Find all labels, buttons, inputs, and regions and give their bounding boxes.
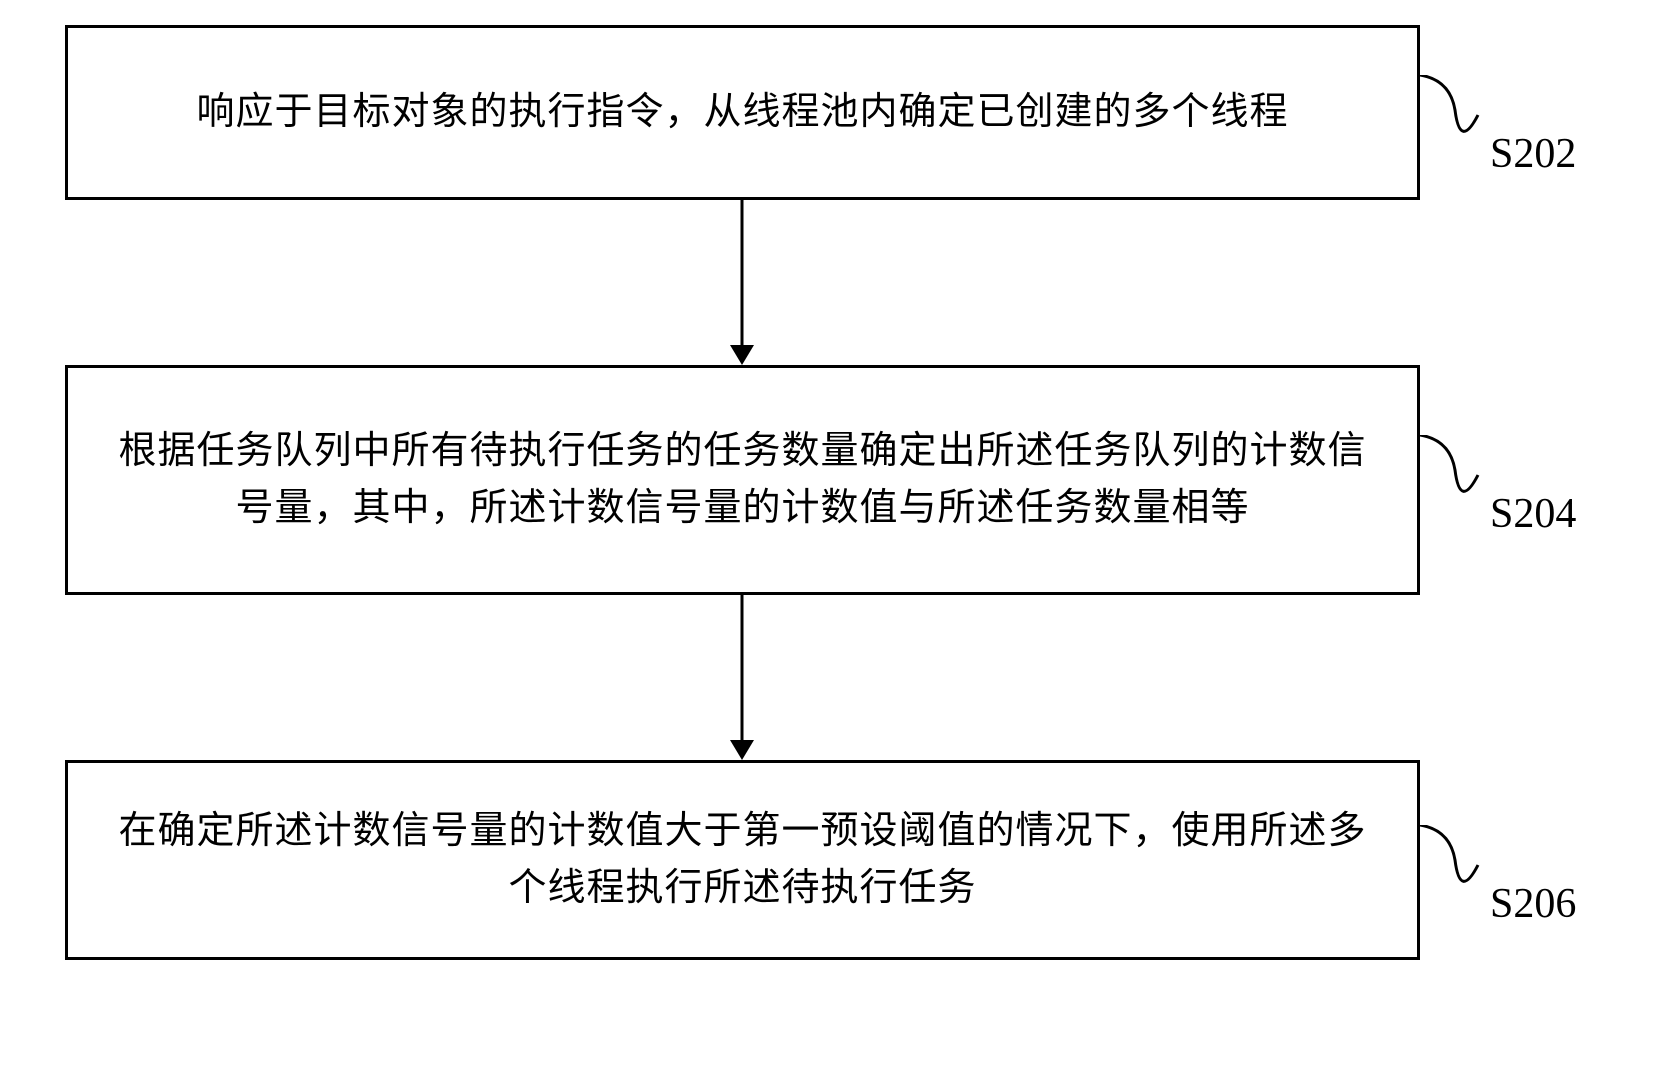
flowchart-container: 响应于目标对象的执行指令，从线程池内确定已创建的多个线程 S202 根据任务队列… <box>0 0 1675 1065</box>
arrow-1-head <box>730 345 754 365</box>
step-1-label: S202 <box>1490 130 1576 178</box>
step-3-text: 在确定所述计数信号量的计数值大于第一预设阈值的情况下，使用所述多个线程执行所述待… <box>108 803 1377 917</box>
step-2-label: S204 <box>1490 490 1576 538</box>
arrow-2-head <box>730 740 754 760</box>
step-2-connector <box>1420 435 1480 515</box>
arrow-2-line <box>741 595 744 740</box>
flowchart-step-2: 根据任务队列中所有待执行任务的任务数量确定出所述任务队列的计数信号量，其中，所述… <box>65 365 1420 595</box>
step-1-connector <box>1420 75 1480 155</box>
step-1-text: 响应于目标对象的执行指令，从线程池内确定已创建的多个线程 <box>196 84 1288 141</box>
flowchart-step-1: 响应于目标对象的执行指令，从线程池内确定已创建的多个线程 <box>65 25 1420 200</box>
step-3-label: S206 <box>1490 880 1576 928</box>
step-2-text: 根据任务队列中所有待执行任务的任务数量确定出所述任务队列的计数信号量，其中，所述… <box>108 423 1377 537</box>
arrow-1-line <box>741 200 744 345</box>
step-3-connector <box>1420 825 1480 905</box>
flowchart-step-3: 在确定所述计数信号量的计数值大于第一预设阈值的情况下，使用所述多个线程执行所述待… <box>65 760 1420 960</box>
